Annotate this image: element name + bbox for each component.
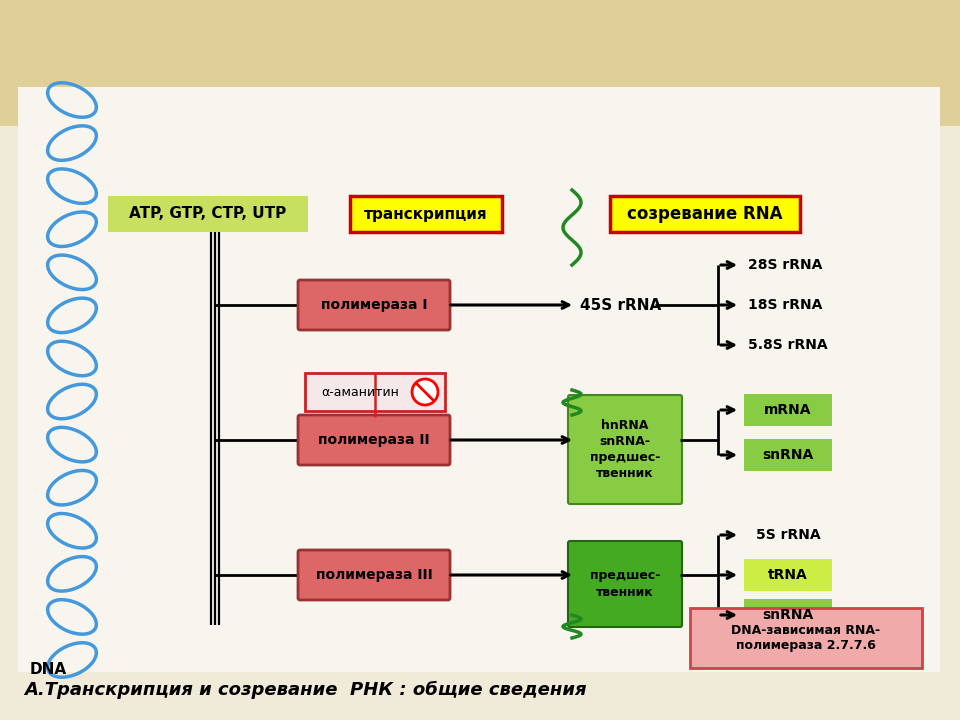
Text: созревание RNA: созревание RNA [627, 205, 782, 223]
Text: предшес-
твенник: предшес- твенник [589, 570, 660, 598]
Bar [744, 599, 832, 631]
Bar [350, 196, 502, 232]
Text: 5.8S rRNA: 5.8S rRNA [748, 338, 828, 352]
Text: hnRNA
snRNA-
предшес-
твенник: hnRNA snRNA- предшес- твенник [589, 419, 660, 480]
Text: α-аманитин: α-аманитин [321, 385, 399, 398]
Bar [305, 373, 445, 411]
Text: 45S rRNA: 45S rRNA [580, 297, 661, 312]
Bar [108, 196, 308, 232]
FancyBboxPatch shape [298, 280, 450, 330]
Text: полимераза III: полимераза III [316, 568, 432, 582]
Text: snRNA: snRNA [762, 448, 814, 462]
Text: snRNA: snRNA [762, 608, 814, 622]
FancyBboxPatch shape [568, 395, 682, 504]
Text: 18S rRNA: 18S rRNA [748, 298, 823, 312]
Text: полимераза II: полимераза II [318, 433, 430, 447]
Bar [690, 608, 922, 668]
Text: 28S rRNA: 28S rRNA [748, 258, 823, 272]
Bar [744, 559, 832, 591]
FancyBboxPatch shape [568, 541, 682, 627]
Text: DNA-зависимая RNA-
полимераза 2.7.7.6: DNA-зависимая RNA- полимераза 2.7.7.6 [732, 624, 880, 652]
Text: 5S rRNA: 5S rRNA [756, 528, 820, 542]
FancyBboxPatch shape [298, 550, 450, 600]
Text: mRNA: mRNA [764, 403, 812, 417]
FancyBboxPatch shape [298, 415, 450, 465]
Text: транскрипция: транскрипция [364, 207, 488, 222]
Text: А.Транскрипция и созревание  РНК : общие сведения: А.Транскрипция и созревание РНК : общие … [24, 681, 587, 699]
Text: DNA: DNA [30, 662, 67, 677]
Bar [610, 196, 800, 232]
Bar [744, 439, 832, 471]
Text: полимераза I: полимераза I [321, 298, 427, 312]
Bar [18, 87, 940, 672]
Bar [744, 394, 832, 426]
Text: ATP, GTP, CTP, UTP: ATP, GTP, CTP, UTP [130, 207, 287, 222]
Circle shape [412, 379, 438, 405]
Text: tRNA: tRNA [768, 568, 808, 582]
